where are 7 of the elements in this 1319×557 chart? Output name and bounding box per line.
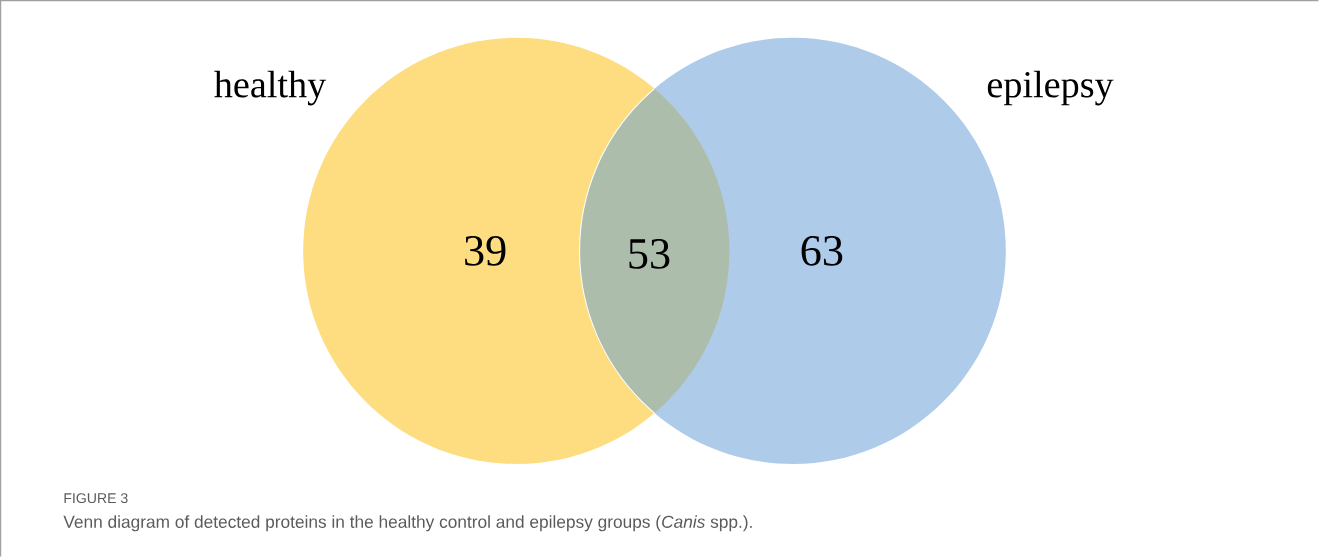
text: Venn diagram of detected proteins in the healthy control and epilepsy groups (Canis spp.). [63, 515, 752, 532]
category-label: healthy [214, 70, 327, 106]
caption: FIGURE 3 [64, 493, 128, 504]
data-label: 39 [465, 236, 506, 266]
data-label: 53 [629, 239, 670, 269]
category-label: epilepsy [987, 70, 1114, 106]
data-label: 63 [801, 236, 843, 266]
